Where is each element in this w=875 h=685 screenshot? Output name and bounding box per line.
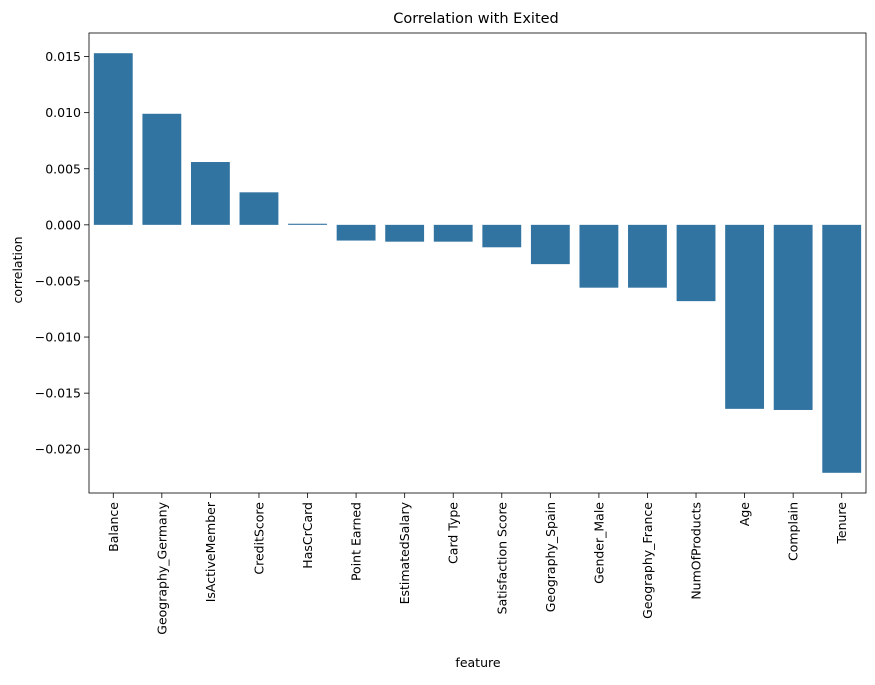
bar-estimatedsalary (385, 224, 425, 242)
bars-layer (93, 53, 862, 473)
x-tick-label: Balance (106, 502, 121, 552)
x-tick-label: Age (737, 502, 752, 526)
x-tick-label: Geography_Spain (543, 502, 558, 612)
x-tick-label: Geography_Germany (154, 501, 169, 634)
bar-hascrcard (288, 223, 327, 225)
x-tick-label: CreditScore (251, 502, 266, 575)
bar-satisfaction-score (482, 224, 522, 248)
bar-balance (93, 53, 133, 225)
bar-card-type (433, 224, 473, 242)
x-tick-label: Satisfaction Score (494, 502, 509, 615)
axes-frame (88, 32, 867, 494)
y-tick-label: 0.005 (45, 161, 81, 176)
x-tick-label: Geography_France (640, 502, 655, 619)
x-tick-label: HasCrCard (300, 502, 315, 569)
y-tick-label: −0.015 (35, 386, 81, 401)
ticks-layer: 0.015 0.010 0.005 0.000 −0.005 −0.010 −0.015 −0… (35, 49, 849, 635)
bar-geography-france (628, 224, 667, 288)
x-tick-label: Card Type (446, 502, 461, 564)
x-axis-label: feature (455, 655, 500, 670)
bar-geography-spain (530, 224, 570, 265)
x-tick-label: IsActiveMember (203, 501, 218, 602)
y-tick-label: −0.010 (35, 330, 81, 345)
x-tick-label: EstimatedSalary (397, 501, 412, 604)
x-tick-label: Complain (786, 502, 801, 561)
y-tick-label: 0.000 (45, 217, 81, 232)
bar-gender-male (579, 224, 619, 288)
y-tick-label: 0.010 (45, 105, 81, 120)
bar-creditscore (239, 192, 279, 225)
y-tick-label: −0.020 (35, 442, 81, 457)
bar-numofproducts (676, 224, 716, 302)
bar-complain (773, 224, 813, 410)
y-axis-label: correlation (10, 236, 25, 303)
x-tick-label: Tenure (834, 502, 849, 545)
bar-point-earned (336, 224, 376, 241)
bar-isactivemember (190, 162, 230, 225)
x-tick-label: NumOfProducts (689, 502, 704, 600)
y-tick-label: 0.015 (45, 49, 81, 64)
x-tick-label: Gender_Male (591, 502, 606, 584)
bar-tenure (822, 224, 862, 473)
y-tick-label: −0.005 (35, 273, 81, 288)
x-tick-label: Point Earned (349, 502, 364, 581)
chart-title: Correlation with Exited (393, 11, 559, 27)
bar-geography-germany (142, 113, 182, 225)
bar-age (725, 224, 765, 409)
axes-layer (88, 32, 867, 494)
